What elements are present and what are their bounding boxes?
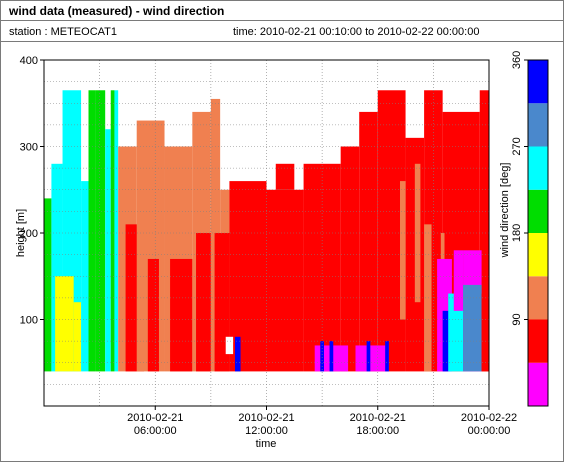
grid-lines bbox=[44, 60, 489, 406]
heatmap-cell bbox=[453, 250, 464, 311]
x-tick-label-date: 2010-02-21 bbox=[238, 412, 294, 424]
y-tick-label: 400 bbox=[20, 55, 38, 67]
heatmap-cell bbox=[73, 302, 82, 372]
time-range-label: time: 2010-02-21 00:10:00 to 2010-02-22 … bbox=[233, 26, 480, 38]
heatmap-cell bbox=[51, 163, 63, 372]
y-tick-label: 100 bbox=[20, 315, 38, 327]
colorbar: 90 180 270 360 bbox=[511, 51, 549, 407]
colorbar-band bbox=[528, 276, 548, 320]
heatmap-cell bbox=[275, 163, 295, 190]
heatmap-cell bbox=[225, 336, 234, 355]
colorbar-band bbox=[528, 103, 548, 147]
heatmap-cell bbox=[448, 293, 464, 372]
colorbar-tick-label: 360 bbox=[511, 51, 523, 69]
y-axis-label: height [m] bbox=[15, 209, 27, 257]
x-tick-label-date: 2010-02-21 bbox=[127, 412, 183, 424]
x-axis: 2010-02-2106:00:002010-02-2112:00:002010… bbox=[127, 406, 517, 437]
info-bar: station : METEOCAT1 time: 2010-02-21 00:… bbox=[1, 21, 563, 42]
heatmap-cell bbox=[414, 163, 421, 303]
heatmap-cell bbox=[196, 233, 211, 372]
heatmap-cell bbox=[355, 345, 389, 372]
y-tick-label: 300 bbox=[20, 142, 38, 154]
heatmap-cell bbox=[400, 181, 406, 320]
heatmap-cell bbox=[147, 258, 159, 372]
heatmap-cell bbox=[44, 198, 52, 372]
heatmap-cell bbox=[424, 224, 432, 372]
heatmap-cell bbox=[442, 310, 452, 372]
heatmap-cell bbox=[88, 90, 96, 372]
heatmap-cell bbox=[385, 341, 389, 372]
colorbar-band bbox=[528, 189, 548, 233]
colorbar-tick-label: 90 bbox=[511, 313, 523, 325]
x-tick-label-time: 12:00:00 bbox=[245, 425, 288, 437]
heatmap-cell bbox=[55, 276, 74, 372]
heatmap-cell bbox=[405, 137, 425, 372]
x-axis-label: time bbox=[256, 438, 277, 450]
heatmap-cell bbox=[114, 90, 119, 372]
title-bar: wind data (measured) - wind direction bbox=[1, 1, 563, 21]
x-tick-label-time: 00:00:00 bbox=[468, 425, 511, 437]
station-label: station : METEOCAT1 bbox=[9, 26, 117, 38]
colorbar-band bbox=[528, 319, 548, 363]
heatmap-cell bbox=[234, 336, 241, 372]
heatmap-cell bbox=[95, 90, 106, 372]
x-tick-label-date: 2010-02-22 bbox=[461, 412, 517, 424]
colorbar-tick-label: 270 bbox=[511, 137, 523, 155]
heatmap-cell bbox=[359, 111, 378, 372]
heatmap-cell bbox=[266, 189, 304, 372]
heatmap-cell bbox=[463, 284, 482, 372]
colorbar-band bbox=[528, 146, 548, 190]
y-axis: 100 200 300 400 bbox=[20, 55, 44, 327]
chart-title: wind data (measured) - wind direction bbox=[9, 4, 225, 18]
heatmap-cell bbox=[366, 341, 371, 372]
heatmap-cell bbox=[329, 341, 334, 372]
colorbar-band bbox=[528, 362, 548, 406]
colorbar-tick-label: 180 bbox=[511, 224, 523, 242]
colorbar-band bbox=[528, 60, 548, 104]
colorbar-band bbox=[528, 233, 548, 277]
heatmap-cell bbox=[110, 90, 115, 372]
heatmap-cell bbox=[481, 293, 489, 372]
y-tick-label: 200 bbox=[20, 228, 38, 240]
colorbar-label: wind direction [deg] bbox=[499, 163, 511, 259]
heatmap-cell bbox=[105, 129, 111, 372]
heatmap-cell bbox=[320, 341, 324, 372]
heatmap-cell bbox=[81, 181, 89, 372]
x-tick-label-date: 2010-02-21 bbox=[350, 412, 406, 424]
x-tick-label-time: 06:00:00 bbox=[134, 425, 177, 437]
heatmap-cell bbox=[170, 258, 193, 372]
heatmap-cell bbox=[340, 146, 360, 372]
x-tick-label-time: 18:00:00 bbox=[356, 425, 399, 437]
heatmap-cell bbox=[479, 90, 489, 372]
